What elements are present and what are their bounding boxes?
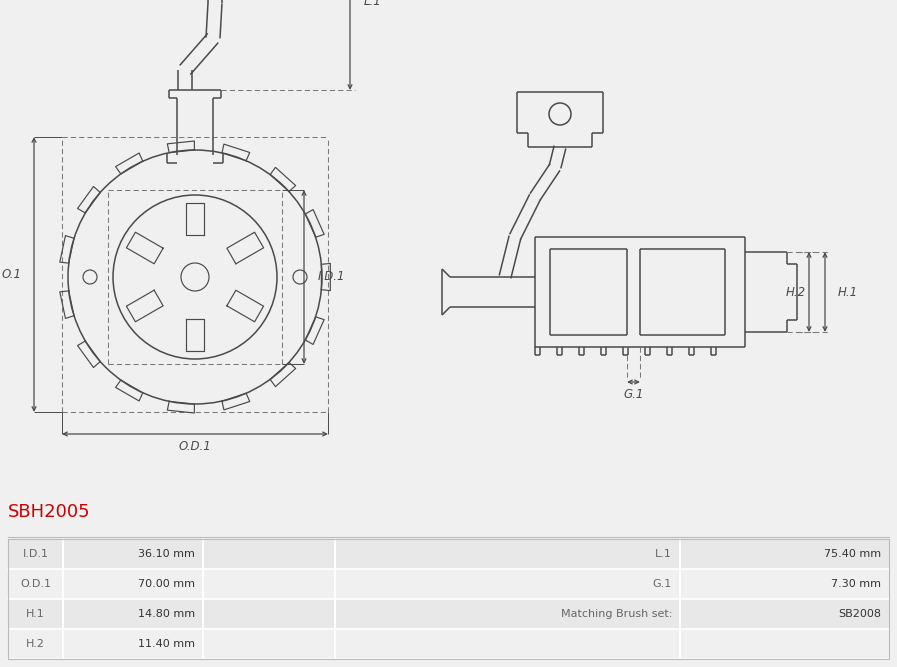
Text: H.1: H.1 <box>838 285 858 299</box>
Bar <box>8 629 335 659</box>
Text: 11.40 mm: 11.40 mm <box>138 639 195 649</box>
Text: L.1: L.1 <box>655 549 672 559</box>
Text: G.1: G.1 <box>653 579 672 589</box>
Bar <box>8 569 335 599</box>
Bar <box>8 599 335 629</box>
Bar <box>335 599 889 629</box>
Text: H.1: H.1 <box>26 609 45 619</box>
Text: 75.40 mm: 75.40 mm <box>823 549 881 559</box>
Text: H.2: H.2 <box>786 285 806 299</box>
Text: SBH2005: SBH2005 <box>8 503 91 521</box>
Bar <box>335 629 889 659</box>
Text: O.D.1: O.D.1 <box>179 440 212 454</box>
Text: SB2008: SB2008 <box>838 609 881 619</box>
Text: G.1: G.1 <box>623 388 644 400</box>
Text: I.D.1: I.D.1 <box>22 549 48 559</box>
Text: 36.10 mm: 36.10 mm <box>138 549 195 559</box>
Text: 70.00 mm: 70.00 mm <box>138 579 195 589</box>
Text: O.1: O.1 <box>2 268 22 281</box>
Text: 7.30 mm: 7.30 mm <box>831 579 881 589</box>
Text: 14.80 mm: 14.80 mm <box>138 609 195 619</box>
Text: L.1: L.1 <box>364 0 382 8</box>
Text: I.D.1: I.D.1 <box>318 271 345 283</box>
Bar <box>8 539 889 659</box>
Text: O.D.1: O.D.1 <box>20 579 51 589</box>
Bar <box>8 539 335 569</box>
Text: Matching Brush set:: Matching Brush set: <box>561 609 672 619</box>
Bar <box>335 539 889 569</box>
Text: H.2: H.2 <box>26 639 45 649</box>
Bar <box>335 569 889 599</box>
